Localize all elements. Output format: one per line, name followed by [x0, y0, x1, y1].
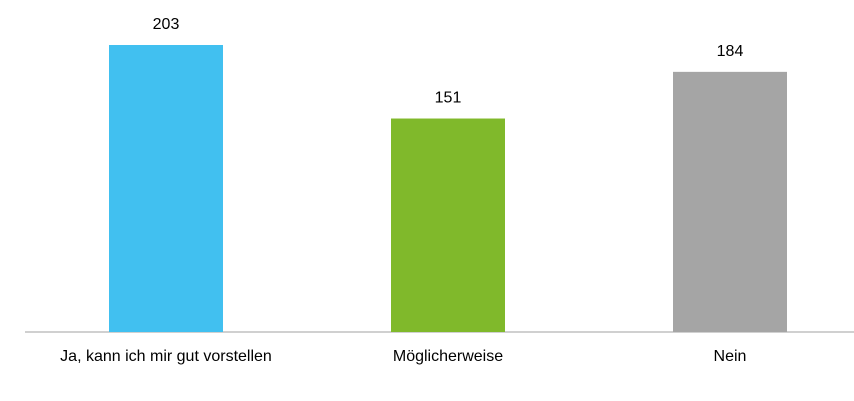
x-tick-label: Möglicherweise [392, 348, 504, 365]
value-label: 203 [153, 16, 180, 33]
value-label: 184 [717, 43, 744, 60]
x-tick-label: Nein [713, 348, 747, 365]
x-tick-label: Ja, kann ich mir gut vorstellen [60, 348, 272, 365]
bar [391, 118, 505, 332]
bar [673, 71, 787, 333]
bar [109, 45, 223, 332]
value-label: 151 [435, 90, 462, 107]
